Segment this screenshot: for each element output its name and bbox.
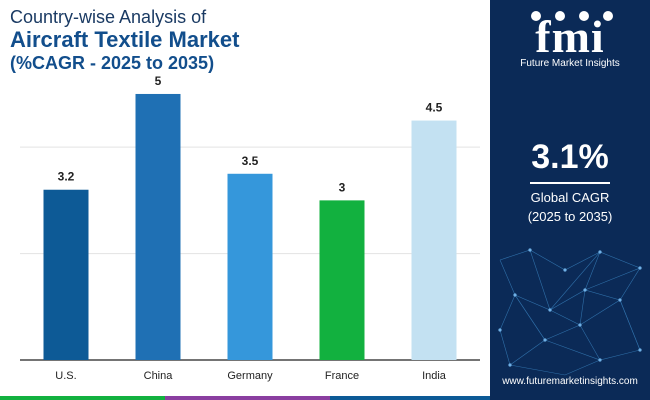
bar-value-label-1: 3.2 [58, 170, 75, 184]
strip-segment-blue [330, 396, 490, 400]
x-tick-label-5: India [422, 370, 447, 382]
bar-2 [135, 93, 181, 360]
global-cagr-value: 3.1% [531, 138, 609, 176]
global-cagr-label-line-1: Global CAGR [530, 190, 610, 205]
logo-chart-icon [579, 11, 589, 21]
bar-value-label-3: 3.5 [242, 154, 259, 168]
global-cagr-label: Global CAGR (2025 to 2035) [490, 188, 650, 226]
bar-value-label-2: 5 [155, 74, 162, 88]
logo-icons [531, 11, 613, 21]
website-url: www.futuremarketinsights.com [502, 376, 638, 387]
chart-title-line-1: Country-wise Analysis of [10, 7, 207, 27]
strip-segment-purple [165, 396, 330, 400]
global-cagr-label-line-2: (2025 to 2035) [527, 209, 613, 224]
strip-segment-green [0, 396, 165, 400]
x-tick-label-2: China [144, 370, 174, 382]
bar-chart: 3.2 U.S. 5 China 3.5 Germany 3 France 4.5 India [20, 74, 480, 382]
cagr-divider [530, 182, 610, 184]
logo-wordmark: fmi [535, 11, 605, 62]
bar-3 [227, 173, 273, 360]
sidebar-panel: fmi Future Market Insights 3.1% Global C… [490, 0, 650, 400]
logo-person-icon [603, 11, 613, 21]
logo-globe-icon [531, 11, 541, 21]
x-tick-label-1: U.S. [55, 370, 76, 382]
logo-gear-icon [555, 11, 565, 21]
bar-5 [411, 120, 457, 360]
x-tick-label-4: France [325, 370, 359, 382]
bar-value-label-4: 3 [339, 180, 346, 194]
x-tick-label-3: Germany [227, 370, 273, 382]
bar-4 [319, 200, 365, 360]
bottom-color-strip [0, 396, 490, 400]
network-decoration [498, 248, 642, 376]
chart-title-block: Country-wise Analysis of Aircraft Textil… [10, 6, 239, 74]
chart-title-line-3: (%CAGR - 2025 to 2035) [10, 53, 215, 73]
chart-title-line-2: Aircraft Textile Market [10, 27, 240, 52]
logo-subtitle: Future Market Insights [520, 58, 620, 69]
bar-1 [43, 189, 89, 360]
bar-value-label-5: 4.5 [426, 101, 443, 115]
